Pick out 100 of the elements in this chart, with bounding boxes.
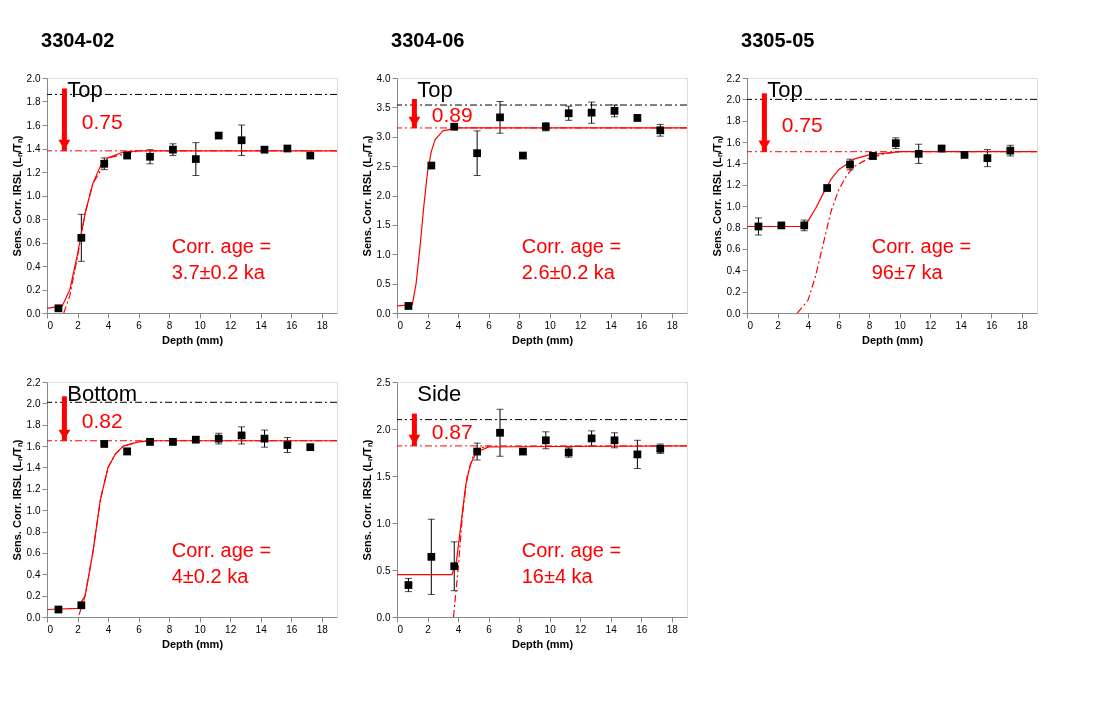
x-tick-label: 4 — [455, 319, 462, 331]
x-tick-label: 6 — [486, 319, 493, 331]
x-tick-label: 2 — [75, 623, 82, 635]
x-tick-label: 18 — [1016, 319, 1029, 331]
y-tick-label: 0.4 — [26, 568, 41, 580]
x-tick-label: 16 — [636, 319, 648, 331]
x-axis-title: Depth (mm) — [161, 333, 224, 346]
y-tick-label: 0.5 — [376, 564, 391, 576]
y-tick-label: 0.0 — [376, 307, 391, 319]
y-tick-label: 0.4 — [26, 260, 41, 272]
x-tick-label: 16 — [986, 319, 998, 331]
y-tick-label: 3.5 — [376, 101, 391, 113]
chart-subtitle: Side — [417, 381, 462, 406]
y-tick-label: 2.0 — [376, 190, 391, 201]
y-tick-label: 1.0 — [376, 517, 391, 529]
annotation: 0.89 — [431, 103, 473, 127]
y-tick-label: 1.4 — [726, 157, 741, 169]
x-tick-label: 4 — [455, 623, 462, 635]
x-axis-title: Depth (mm) — [861, 333, 924, 346]
y-tick-label: 1.8 — [26, 419, 41, 431]
annotation: Corr. age = — [871, 235, 972, 258]
y-tick-label: 4.0 — [376, 72, 391, 84]
x-tick-label: 4 — [105, 623, 112, 635]
x-axis-title: Depth (mm) — [511, 637, 574, 650]
y-tick-label: 1.2 — [26, 483, 41, 495]
y-tick-label: 0.6 — [26, 547, 41, 559]
x-tick-label: 14 — [255, 319, 268, 331]
annotation: 4±0.2 ka — [171, 565, 250, 588]
annotation: 0.75 — [81, 109, 123, 133]
y-tick-label: 0.8 — [726, 222, 741, 234]
y-tick-label: 1.4 — [26, 143, 41, 154]
x-tick-label: 12 — [225, 623, 237, 635]
x-tick-label: 0 — [397, 319, 404, 331]
x-tick-label: 4 — [105, 319, 112, 331]
y-tick-label: 0.5 — [376, 278, 391, 290]
y-tick-label: 1.5 — [376, 470, 391, 482]
x-tick-label: 8 — [516, 319, 523, 331]
y-tick-label: 2.0 — [26, 397, 41, 409]
x-tick-label: 6 — [136, 623, 143, 635]
x-tick-label: 10 — [544, 319, 557, 331]
x-tick-label: 12 — [225, 319, 237, 331]
annotation: Corr. age = — [171, 539, 272, 562]
y-tick-label: 1.2 — [726, 179, 741, 191]
y-tick-label: 1.5 — [376, 219, 391, 231]
x-tick-label: 2 — [75, 319, 82, 331]
x-tick-label: 0 — [747, 319, 754, 331]
y-tick-label: 2.2 — [26, 376, 41, 388]
y-tick-label: 0.2 — [726, 286, 741, 298]
y-tick-label: 1.6 — [726, 136, 741, 148]
annotation: 3.7±0.2 ka — [171, 261, 266, 284]
annotation: 0.75 — [781, 112, 823, 136]
x-tick-label: 14 — [605, 319, 618, 331]
x-tick-label: 18 — [666, 623, 679, 635]
x-tick-label: 14 — [255, 623, 268, 635]
x-tick-label: 2 — [775, 319, 782, 331]
y-tick-label: 1.2 — [26, 166, 41, 178]
x-tick-label: 10 — [544, 623, 557, 635]
annotation: 2.6±0.2 ka — [521, 261, 616, 284]
y-axis-title: Sens. Corr. IRSL (Lₙ/Tₙ) — [710, 135, 723, 257]
y-axis-title: Sens. Corr. IRSL (Lₙ/Tₙ) — [360, 439, 373, 561]
x-tick-label: 18 — [666, 319, 679, 331]
y-axis-title: Sens. Corr. IRSL (Lₙ/Tₙ) — [10, 439, 23, 561]
x-tick-label: 14 — [605, 623, 618, 635]
y-tick-label: 1.4 — [26, 461, 41, 473]
x-tick-label: 8 — [166, 319, 173, 331]
annotation: 16±4 ka — [521, 565, 594, 588]
annotation: 96±7 ka — [871, 261, 944, 284]
y-tick-label: 0.2 — [26, 590, 41, 602]
y-tick-label: 0.2 — [26, 284, 41, 295]
y-tick-label: 1.6 — [26, 119, 41, 131]
x-tick-label: 16 — [286, 623, 298, 635]
annotation: Corr. age = — [521, 539, 622, 562]
chart-title: 3305-05 — [741, 29, 815, 51]
y-tick-label: 2.2 — [726, 72, 741, 84]
y-tick-label: 1.0 — [376, 248, 391, 260]
y-tick-label: 0.0 — [26, 611, 41, 623]
x-axis-title: Depth (mm) — [511, 333, 574, 346]
x-tick-label: 2 — [425, 319, 432, 331]
x-tick-label: 0 — [397, 623, 404, 635]
chart-title: 3304-02 — [41, 29, 115, 51]
y-tick-label: 0.6 — [26, 237, 41, 248]
y-tick-label: 2.0 — [26, 72, 41, 84]
y-tick-label: 2.0 — [376, 423, 391, 435]
chart-subtitle: Top — [67, 77, 103, 102]
x-tick-label: 0 — [47, 319, 54, 331]
y-tick-label: 0.6 — [726, 243, 741, 255]
y-tick-label: 2.5 — [376, 160, 391, 172]
x-tick-label: 16 — [286, 319, 298, 331]
x-tick-label: 12 — [575, 319, 587, 331]
y-axis-title: Sens. Corr. IRSL (Lₙ/Tₙ) — [10, 135, 23, 257]
y-tick-label: 1.6 — [26, 440, 41, 452]
y-tick-label: 2.0 — [726, 93, 741, 105]
y-tick-label: 1.0 — [26, 504, 41, 516]
y-tick-label: 1.0 — [726, 200, 741, 212]
y-tick-label: 0.8 — [26, 526, 41, 538]
chart-subtitle: Top — [417, 77, 453, 102]
x-tick-label: 8 — [516, 623, 523, 635]
y-tick-label: 0.0 — [726, 307, 741, 319]
x-tick-label: 10 — [194, 623, 207, 635]
x-tick-label: 4 — [805, 319, 812, 331]
